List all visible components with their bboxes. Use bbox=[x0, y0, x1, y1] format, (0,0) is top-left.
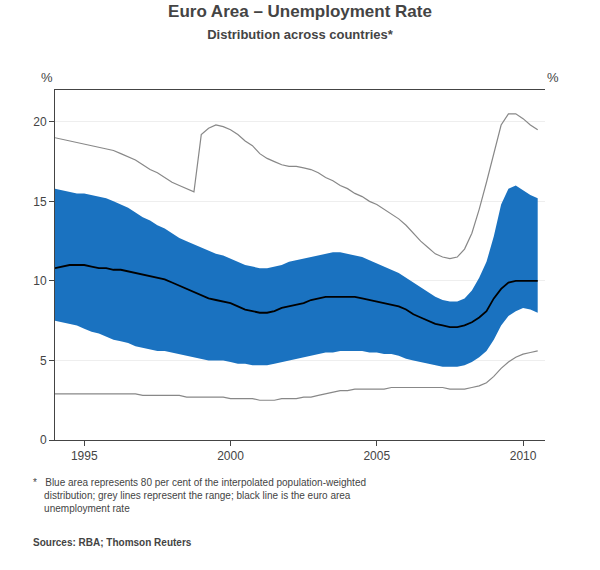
svg-text:20: 20 bbox=[33, 115, 47, 129]
svg-text:2005: 2005 bbox=[363, 449, 390, 463]
svg-text:10: 10 bbox=[33, 274, 47, 288]
svg-text:%: % bbox=[41, 70, 53, 85]
svg-text:Euro Area – Unemployment RateD: Euro Area – Unemployment RateDistributio… bbox=[168, 2, 432, 42]
svg-text:2010: 2010 bbox=[510, 449, 537, 463]
svg-text:%: % bbox=[547, 70, 559, 85]
svg-text:* Blue area represents 80 pe: * Blue area represents 80 per cent of th… bbox=[33, 477, 366, 514]
svg-text:2000: 2000 bbox=[217, 449, 244, 463]
svg-text:Sources: RBA; Thomson Reuters: Sources: RBA; Thomson Reuters bbox=[33, 537, 192, 548]
svg-text:15: 15 bbox=[33, 195, 47, 209]
svg-text:1995: 1995 bbox=[71, 449, 98, 463]
svg-text:0: 0 bbox=[40, 433, 47, 447]
svg-text:5: 5 bbox=[40, 354, 47, 368]
